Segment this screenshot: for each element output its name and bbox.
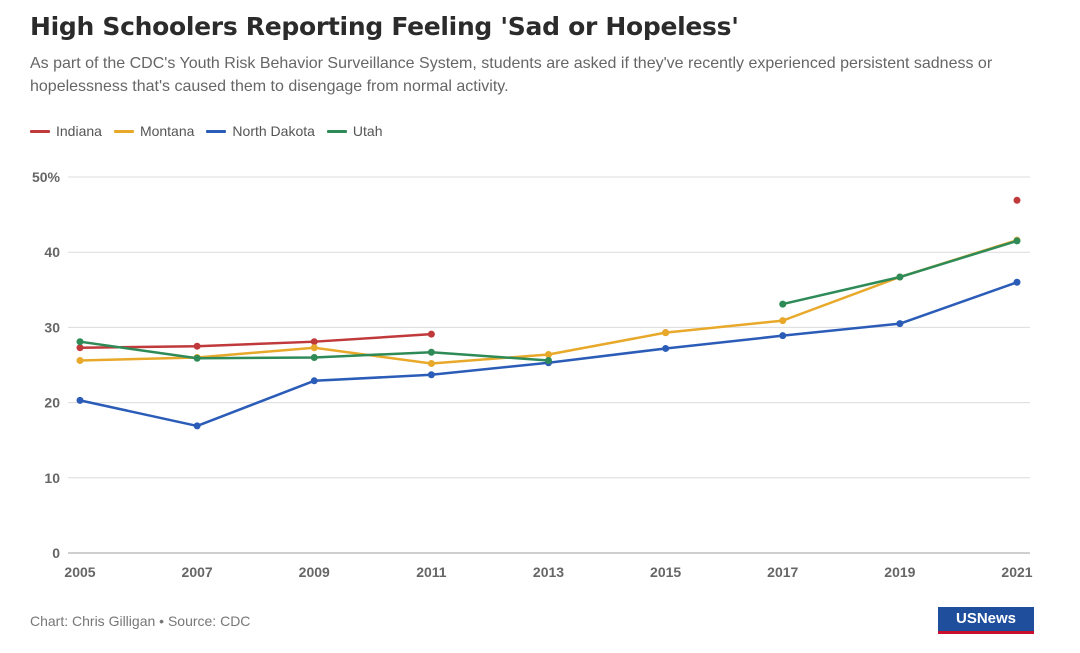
legend-item-montana: Montana <box>113 123 195 139</box>
data-point-utah <box>1013 237 1021 245</box>
chart-subtitle: As part of the CDC's Youth Risk Behavior… <box>30 55 993 95</box>
x-tick-label: 2009 <box>299 564 330 580</box>
data-point-indiana <box>1013 196 1021 204</box>
legend-item-north-dakota: North Dakota <box>206 123 315 139</box>
legend-label: Montana <box>139 123 195 139</box>
data-point-utah <box>193 354 201 362</box>
data-point-indiana <box>193 342 201 350</box>
y-tick-label: 50% <box>32 169 61 185</box>
data-point-montana <box>545 350 552 358</box>
data-point-north-dakota <box>779 332 787 340</box>
chart-credit: Chart: Chris Gilligan • Source: CDC <box>30 613 251 629</box>
legend-swatch <box>30 129 50 133</box>
y-tick-label: 30 <box>44 319 60 335</box>
data-point-utah <box>310 353 318 361</box>
data-point-montana <box>779 317 787 325</box>
x-tick-label: 2013 <box>533 564 564 580</box>
data-point-utah <box>896 273 904 281</box>
data-point-montana <box>76 356 84 364</box>
legend-swatch <box>326 129 347 133</box>
legend-label: North Dakota <box>232 123 315 139</box>
data-point-north-dakota <box>193 422 201 430</box>
x-tick-label: 2015 <box>650 564 681 580</box>
y-tick-label: 10 <box>44 470 60 486</box>
data-point-north-dakota <box>310 377 318 385</box>
y-tick-label: 20 <box>44 395 60 411</box>
legend-item-indiana: Indiana <box>30 123 102 139</box>
data-point-north-dakota <box>662 344 670 352</box>
chart-title: High Schoolers Reporting Feeling 'Sad or… <box>30 12 739 41</box>
data-point-indiana <box>76 344 84 352</box>
data-point-montana <box>662 329 670 337</box>
data-point-montana <box>310 344 318 352</box>
y-tick-label: 40 <box>44 244 60 260</box>
legend-item-utah: Utah <box>326 123 383 139</box>
data-point-north-dakota <box>896 320 904 328</box>
data-point-utah <box>779 300 787 308</box>
x-tick-label: 2007 <box>182 564 213 580</box>
x-tick-label: 2019 <box>884 564 915 580</box>
data-point-indiana <box>427 330 435 338</box>
data-point-indiana <box>310 338 318 346</box>
x-tick-label: 2011 <box>416 564 447 580</box>
data-point-utah <box>545 356 552 364</box>
x-tick-label: 2017 <box>767 564 798 580</box>
usnews-logo: USNews <box>938 607 1034 634</box>
y-tick-label: 0 <box>52 545 60 561</box>
series-line-indiana <box>79 332 432 349</box>
data-point-north-dakota <box>1013 278 1021 286</box>
data-point-utah <box>76 338 84 346</box>
x-tick-label: 2021 <box>1001 564 1032 580</box>
legend: Indiana Montana North Dakota Utah <box>30 123 382 139</box>
data-point-north-dakota <box>76 396 84 404</box>
legend-label: Utah <box>352 123 383 139</box>
data-point-utah <box>427 348 435 356</box>
legend-swatch <box>206 129 227 133</box>
x-tick-label: 2005 <box>64 564 95 580</box>
data-point-north-dakota <box>427 371 435 379</box>
legend-swatch <box>113 129 134 133</box>
legend-label: Indiana <box>56 123 102 139</box>
data-point-montana <box>427 359 435 367</box>
